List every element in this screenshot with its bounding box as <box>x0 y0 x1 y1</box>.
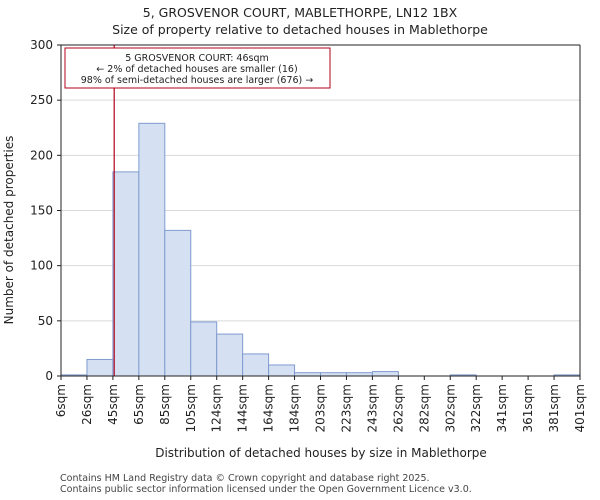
x-tick-label: 401sqm <box>573 384 587 432</box>
x-tick-label: 243sqm <box>365 384 379 432</box>
x-tick-label: 322sqm <box>469 384 483 432</box>
annotation-line-2: ← 2% of detached houses are smaller (16) <box>96 64 297 75</box>
x-tick-label: 6sqm <box>54 384 68 417</box>
histogram-chart: 0 50 100 150 200 250 300 6sqm 26sqm 45sqm 65sqm 85… <box>2 38 587 460</box>
x-tick-label: 361sqm <box>521 384 535 432</box>
x-tick-label: 45sqm <box>106 384 120 425</box>
histogram-bar <box>190 321 218 377</box>
x-tick-label: 124sqm <box>210 384 224 432</box>
y-axis-label: Number of detached properties <box>2 136 16 325</box>
x-tick-label: 26sqm <box>80 384 94 425</box>
y-tick-label: 0 <box>45 369 53 383</box>
histogram-bar <box>86 358 114 377</box>
chart-subtitle: Size of property relative to detached ho… <box>112 22 488 37</box>
annotation-box: 5 GROSVENOR COURT: 46sqm ← 2% of detache… <box>64 47 331 89</box>
histogram-bar <box>112 171 140 377</box>
footer-line-2: Contains public sector information licen… <box>60 484 472 495</box>
y-tick-label: 250 <box>30 93 53 107</box>
x-tick-label: 341sqm <box>495 384 509 432</box>
y-tick-label: 100 <box>30 259 53 273</box>
annotation-line-3: 98% of semi-detached houses are larger (… <box>81 75 314 86</box>
x-tick-label: 184sqm <box>288 384 302 432</box>
x-tick-label: 203sqm <box>314 384 328 432</box>
histogram-bar <box>164 229 192 377</box>
y-tick-label: 150 <box>30 204 53 218</box>
histogram-bar <box>216 333 244 377</box>
x-tick-label: 144sqm <box>236 384 250 432</box>
annotation-line-1: 5 GROSVENOR COURT: 46sqm <box>125 53 269 64</box>
histogram-bar <box>242 353 270 377</box>
x-tick-label: 164sqm <box>262 384 276 432</box>
x-tick-label: 105sqm <box>184 384 198 432</box>
y-tick-label: 200 <box>30 148 53 162</box>
chart-title: 5, GROSVENOR COURT, MABLETHORPE, LN12 1B… <box>142 5 458 20</box>
y-tick-label: 50 <box>38 314 53 328</box>
x-tick-label: 282sqm <box>417 384 431 432</box>
x-tick-label: 65sqm <box>132 384 146 425</box>
histogram-bar <box>371 371 399 377</box>
x-tick-label: 262sqm <box>391 384 405 432</box>
histogram-bar <box>268 364 296 377</box>
y-tick-label: 300 <box>30 38 53 52</box>
x-tick-label: 85sqm <box>158 384 172 425</box>
footer-line-1: Contains HM Land Registry data © Crown c… <box>60 473 430 484</box>
histogram-bar <box>138 122 166 377</box>
x-tick-label: 302sqm <box>443 384 457 432</box>
x-tick-label: 381sqm <box>547 384 561 432</box>
x-tick-label: 223sqm <box>339 384 353 432</box>
x-axis-label: Distribution of detached houses by size … <box>155 446 487 460</box>
